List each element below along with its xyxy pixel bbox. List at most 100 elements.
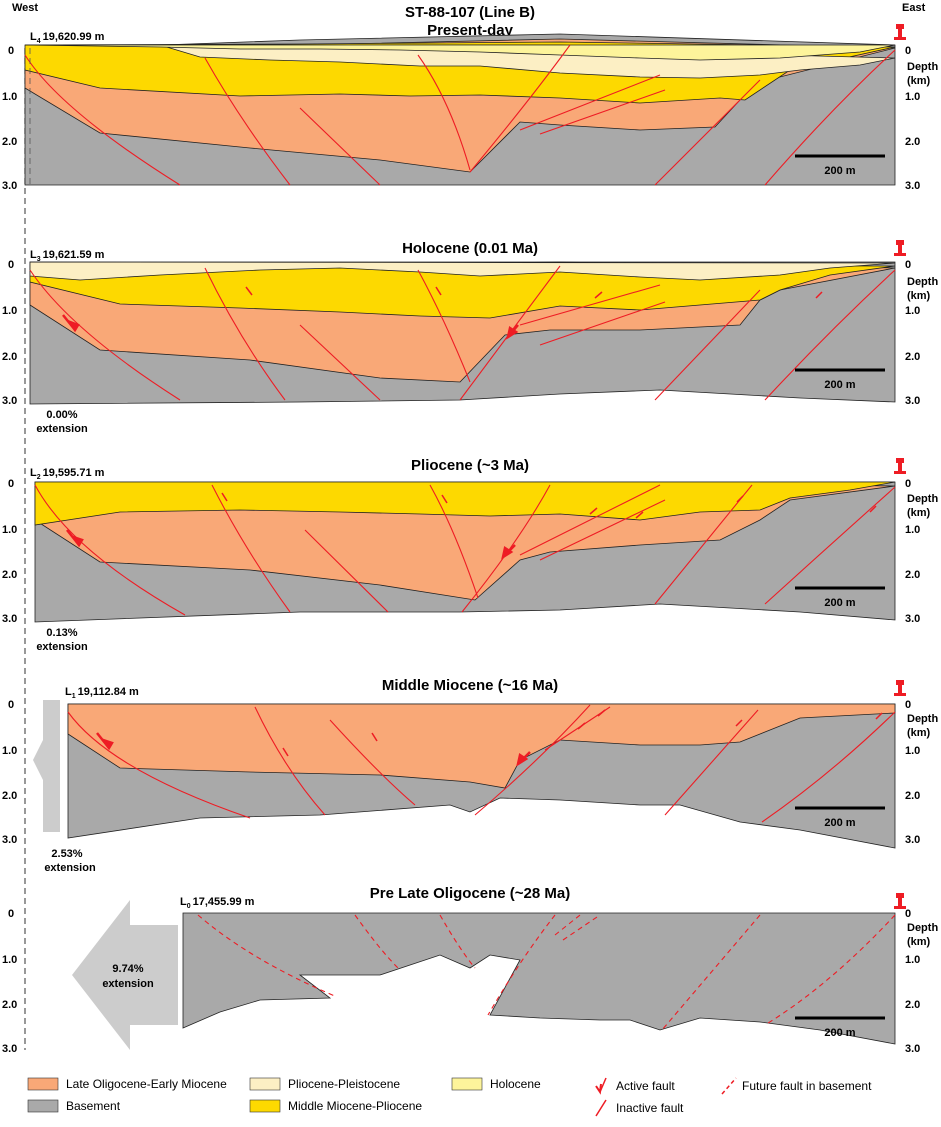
legend-label: Future fault in basement	[742, 1079, 872, 1093]
pin-icon	[894, 893, 906, 909]
panel-pliocene: Pliocene (~3 Ma) L2 19,595.71 m 0	[2, 457, 938, 653]
depth-tick: 2.0	[2, 136, 17, 148]
depth-axis-unit: (km)	[907, 727, 931, 739]
length-label: L1 19,112.84 m	[65, 686, 139, 700]
depth-tick: 2.0	[905, 790, 920, 802]
depth-tick: 3.0	[2, 613, 17, 625]
depth-tick: 3.0	[905, 1043, 920, 1055]
depth-tick: 1.0	[2, 91, 17, 103]
legend-item-future-fault: Future fault in basement	[721, 1077, 872, 1095]
legend-item-holocene: Holocene	[451, 1077, 541, 1091]
legend-item-basement: Basement	[27, 1099, 121, 1113]
depth-tick: 1.0	[905, 305, 920, 317]
late-oligocene-layer	[67, 703, 896, 789]
depth-tick: 1.0	[905, 954, 920, 966]
depth-axis-unit: (km)	[907, 75, 931, 87]
active-fault-arrows	[62, 286, 823, 340]
pin-icon	[894, 240, 906, 256]
scale-bar-label: 200 m	[824, 1027, 855, 1039]
active-fault-icon	[595, 1077, 607, 1095]
depth-tick: 0	[8, 478, 14, 490]
depth-axis-title: Depth	[907, 922, 938, 934]
depth-tick: 2.0	[905, 351, 920, 363]
future-faults	[197, 914, 896, 1031]
scale-bar-label: 200 m	[824, 597, 855, 609]
pin-icon	[894, 458, 906, 474]
depth-axis-title: Depth	[907, 276, 938, 288]
depth-tick: 2.0	[2, 569, 17, 581]
length-label: L0 17,455.99 m	[180, 896, 255, 910]
depth-axis-unit: (km)	[907, 290, 931, 302]
extension-value: 0.13%	[46, 627, 77, 639]
depth-axis-unit: (km)	[907, 507, 931, 519]
depth-axis-title: Depth	[907, 493, 938, 505]
depth-tick: 2.0	[905, 569, 920, 581]
depth-tick: 3.0	[905, 395, 920, 407]
depth-tick: 2.0	[905, 999, 920, 1011]
extension-arrow	[33, 700, 60, 832]
panel-title: Holocene (0.01 Ma)	[402, 240, 538, 257]
legend-swatch	[249, 1099, 281, 1113]
legend-item-late-oligocene: Late Oligocene-Early Miocene	[27, 1077, 227, 1091]
panel-middle-miocene: Middle Miocene (~16 Ma) L1 19,112.84 m 0 …	[2, 677, 938, 874]
depth-tick: 0	[905, 699, 911, 711]
depth-tick: 2.0	[905, 136, 920, 148]
depth-tick: 2.0	[2, 790, 17, 802]
legend-swatch	[249, 1077, 281, 1091]
depth-tick: 0	[905, 45, 911, 57]
depth-tick: 1.0	[2, 954, 17, 966]
legend: Late Oligocene-Early Miocene Basement Pl…	[27, 1077, 872, 1117]
legend-label: Active fault	[616, 1079, 675, 1093]
depth-axis-unit: (km)	[907, 936, 931, 948]
depth-tick: 0	[8, 45, 14, 57]
legend-label: Late Oligocene-Early Miocene	[66, 1077, 227, 1091]
future-fault-icon	[721, 1077, 737, 1095]
depth-tick: 0	[8, 259, 14, 271]
basement-layer	[182, 912, 896, 1045]
pliocene-pleistocene-layer	[29, 261, 896, 281]
legend-item-middle-miocene-pliocene: Middle Miocene-Pliocene	[249, 1099, 422, 1113]
legend-label: Inactive fault	[616, 1101, 684, 1115]
extension-word: extension	[44, 862, 96, 874]
depth-tick: 0	[8, 699, 14, 711]
extension-word: extension	[36, 641, 88, 653]
depth-axis-title: Depth	[907, 61, 938, 73]
legend-item-pliocene-pleistocene: Pliocene-Pleistocene	[249, 1077, 400, 1091]
depth-tick: 1.0	[905, 524, 920, 536]
panel-title: Middle Miocene (~16 Ma)	[382, 677, 558, 694]
depth-tick: 2.0	[2, 999, 17, 1011]
panel-pre-late-oligocene: Pre Late Oligocene (~28 Ma) L0 17,455.99 …	[2, 885, 938, 1055]
panel-present-day: Present-day L4 19,620.99 m 0 1.0 2.0 3.0 …	[2, 22, 938, 192]
west-label: West	[12, 2, 38, 14]
faults	[29, 265, 896, 401]
depth-tick: 0	[8, 908, 14, 920]
depth-tick: 1.0	[2, 745, 17, 757]
pin-icon	[894, 680, 906, 696]
legend-label: Middle Miocene-Pliocene	[288, 1099, 422, 1113]
depth-tick: 1.0	[2, 305, 17, 317]
depth-tick: 3.0	[905, 613, 920, 625]
holocene-layer	[24, 44, 896, 61]
length-label: L2 19,595.71 m	[30, 467, 105, 481]
legend-label: Pliocene-Pleistocene	[288, 1077, 400, 1091]
depth-axis-title: Depth	[907, 713, 938, 725]
extension-value: 9.74%	[112, 963, 143, 975]
legend-swatch	[27, 1077, 59, 1091]
miocene-pliocene-layer	[34, 481, 896, 526]
depth-tick: 1.0	[2, 524, 17, 536]
depth-tick: 1.0	[905, 745, 920, 757]
active-fault-arrows	[96, 709, 883, 767]
panel-title: Pre Late Oligocene (~28 Ma)	[370, 885, 571, 902]
legend-item-active-fault: Active fault	[595, 1077, 675, 1095]
active-fault-arrows	[66, 492, 877, 560]
panel-holocene: Holocene (0.01 Ma) L3 19,621.59 m 0 1	[2, 240, 938, 435]
faults	[24, 44, 896, 186]
extension-word: extension	[102, 978, 154, 990]
inactive-fault-icon	[595, 1099, 607, 1117]
extension-arrow	[72, 900, 178, 1050]
pin-icon	[894, 24, 906, 40]
depth-tick: 3.0	[2, 834, 17, 846]
depth-tick: 0	[905, 478, 911, 490]
extension-value: 2.53%	[51, 848, 82, 860]
panel-title: Present-day	[427, 22, 514, 39]
